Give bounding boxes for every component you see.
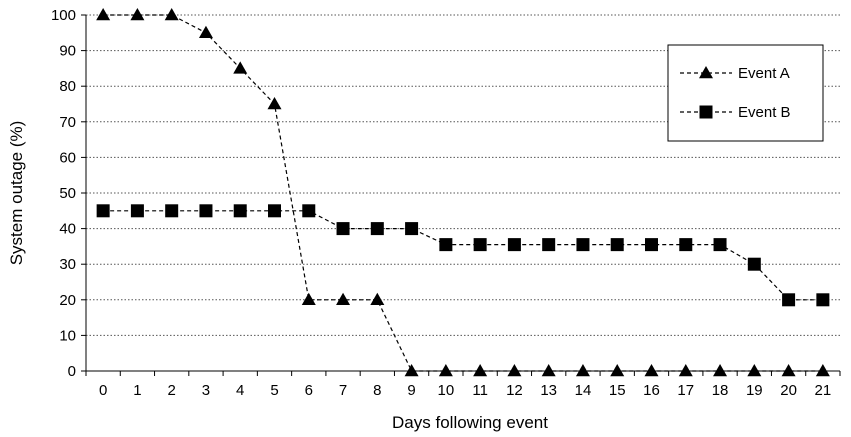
x-tick-label: 7 — [339, 382, 347, 399]
data-point — [781, 364, 796, 377]
x-tick-label: 8 — [373, 382, 381, 399]
legend-label: Event B — [738, 104, 791, 121]
data-point — [473, 238, 487, 252]
y-tick-label: 30 — [59, 256, 76, 273]
data-point — [233, 204, 247, 218]
data-point — [439, 238, 453, 252]
y-axis-label: System outage (%) — [7, 121, 26, 266]
data-point — [165, 204, 179, 218]
x-tick-label: 14 — [575, 382, 592, 399]
series-group — [96, 8, 830, 377]
data-point — [678, 364, 693, 377]
data-point — [542, 238, 556, 252]
data-point — [815, 364, 830, 377]
x-tick-label: 13 — [540, 382, 557, 399]
y-tick-label: 70 — [59, 114, 76, 131]
data-point — [302, 204, 316, 218]
data-point — [130, 8, 145, 21]
data-point — [610, 364, 625, 377]
data-point — [268, 204, 281, 218]
x-tick-label: 17 — [677, 382, 694, 399]
data-point — [336, 292, 351, 306]
data-point — [507, 238, 521, 252]
data-point — [233, 61, 248, 74]
y-tick-label: 20 — [59, 292, 76, 309]
data-point — [576, 238, 590, 252]
y-tick-label: 60 — [59, 149, 76, 166]
data-point — [644, 364, 659, 377]
legend-marker — [699, 105, 713, 119]
data-point — [575, 364, 590, 377]
data-point — [645, 238, 658, 252]
x-axis-label: Days following event — [392, 413, 548, 432]
data-point — [405, 222, 419, 236]
data-point — [199, 204, 213, 218]
y-tick-label: 100 — [51, 7, 76, 24]
x-tick-label: 5 — [270, 382, 278, 399]
data-point — [336, 222, 350, 236]
legend: Event A Event B — [667, 44, 824, 142]
series-line — [103, 210, 823, 301]
x-tick-label: 3 — [202, 382, 210, 399]
series-line — [103, 14, 823, 372]
x-tick-label: 10 — [438, 382, 455, 399]
data-point — [782, 293, 796, 307]
x-tick-label: 19 — [746, 382, 763, 399]
x-tick-label: 15 — [609, 382, 626, 399]
y-tick-label: 50 — [59, 185, 76, 202]
x-tick-label: 4 — [236, 382, 244, 399]
x-tick-label: 0 — [99, 382, 107, 399]
data-point — [816, 293, 830, 307]
y-tick-label: 90 — [59, 43, 76, 60]
data-point — [610, 238, 624, 252]
data-point — [747, 364, 762, 377]
y-tick-label: 0 — [68, 363, 76, 380]
x-tick-label: 6 — [305, 382, 313, 399]
data-point — [679, 238, 693, 252]
data-point — [404, 364, 419, 377]
data-point — [473, 364, 488, 377]
x-axis-ticks: 0 1 2 3 4 5 6 7 8 9 10 11 12 13 14 15 16 17 18 19 20 21 — [85, 371, 841, 399]
data-point — [438, 364, 453, 377]
x-tick-label: 16 — [643, 382, 660, 399]
x-tick-label: 18 — [712, 382, 729, 399]
y-tick-label: 80 — [59, 78, 76, 95]
x-tick-label: 21 — [815, 382, 832, 399]
data-point — [198, 25, 213, 39]
data-point — [713, 238, 727, 252]
x-tick-label: 12 — [506, 382, 523, 399]
legend-box — [667, 44, 824, 142]
data-point — [301, 292, 316, 306]
y-tick-label: 40 — [59, 221, 76, 238]
data-point — [267, 97, 282, 110]
data-point — [541, 364, 556, 377]
data-point — [164, 8, 179, 21]
x-tick-label: 2 — [168, 382, 176, 399]
data-point — [747, 257, 761, 271]
data-point — [507, 364, 522, 377]
data-point — [370, 222, 384, 236]
legend-marker — [699, 66, 713, 79]
y-tick-label: 10 — [59, 327, 76, 344]
data-point — [713, 364, 728, 377]
y-axis-ticks: 0 10 20 30 40 50 60 70 80 90 100 — [51, 7, 86, 380]
series-a — [96, 8, 830, 377]
x-tick-label: 9 — [407, 382, 415, 399]
legend-label: Event A — [738, 65, 790, 82]
x-tick-label: 1 — [133, 382, 141, 399]
data-point — [130, 204, 144, 218]
series-b — [96, 204, 830, 307]
data-point — [370, 292, 385, 306]
data-point — [96, 8, 111, 21]
x-tick-label: 20 — [780, 382, 797, 399]
x-tick-label: 11 — [472, 382, 488, 399]
data-point — [96, 204, 110, 218]
